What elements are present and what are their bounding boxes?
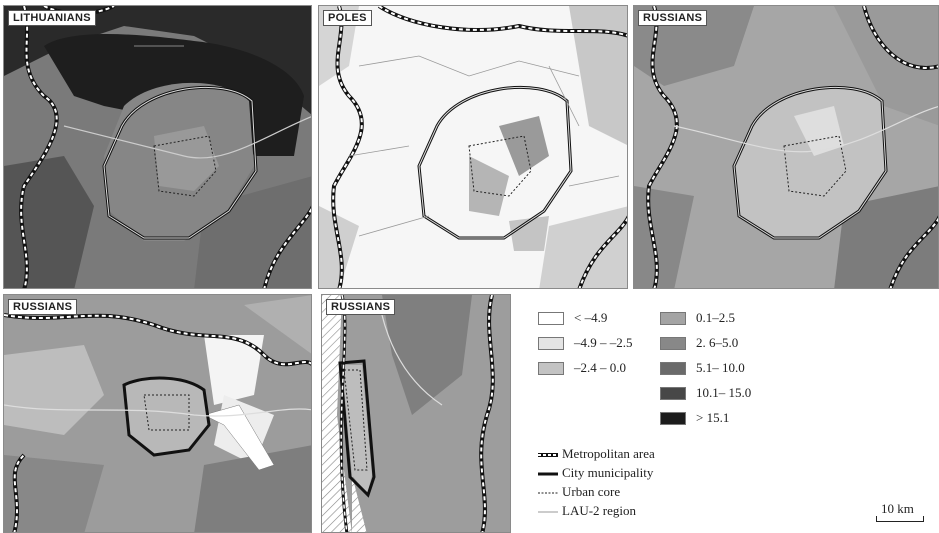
map-russians-2 [4,295,311,532]
legend-swatch-6 [660,362,686,375]
city-municipality-symbol [538,472,558,476]
legend-label-4: 0.1–2.5 [696,310,735,325]
map-russians-3 [322,295,510,532]
legend-label-8: > 15.1 [696,410,730,425]
legend-label-2: –4.9 – –2.5 [574,335,633,350]
legend-label-1: < –4.9 [574,310,608,325]
map-poles [319,6,627,288]
scale-label: 10 km [881,501,914,516]
map-panel-lithuanians: LITHUANIANS [3,5,312,289]
legend-line-label-3: Urban core [562,484,621,499]
panel-title: RUSSIANS [326,299,396,315]
panel-title: LITHUANIANS [8,10,96,26]
legend-swatch-7 [660,387,686,400]
legend-label-3: –2.4 – 0.0 [574,360,626,375]
legend-swatch-3 [538,362,564,375]
legend-line-label-4: LAU-2 region [562,503,637,518]
legend-swatch-8 [660,412,686,425]
map-panel-russians-2: RUSSIANS [3,294,312,533]
legend-label-5: 2. 6–5.0 [696,335,739,350]
legend-label-7: 10.1– 15.0 [696,385,752,400]
legend-line-label-1: Metropolitan area [562,446,655,461]
metropolitan-area-symbol [538,453,558,457]
map-russians-1 [634,6,938,288]
legend-swatch-1 [538,312,564,325]
legend-swatch-4 [660,312,686,325]
panel-title: POLES [323,10,372,26]
map-legend: < –4.9 –4.9 – –2.5 –2.4 – 0.0 0.1–2.5 2.… [520,296,939,533]
legend-swatch-5 [660,337,686,350]
legend-label-6: 5.1– 10.0 [696,360,745,375]
map-panel-russians-3: RUSSIANS [321,294,511,533]
legend-swatch-2 [538,337,564,350]
panel-title: RUSSIANS [638,10,708,26]
map-panel-poles: POLES [318,5,628,289]
map-lithuanians [4,6,311,288]
legend-line-label-2: City municipality [562,465,654,480]
lau2-region-symbol [538,511,558,513]
urban-core-symbol [538,492,558,494]
scale-bar [876,516,924,522]
map-panel-russians-1: RUSSIANS [633,5,939,289]
panel-title: RUSSIANS [8,299,78,315]
